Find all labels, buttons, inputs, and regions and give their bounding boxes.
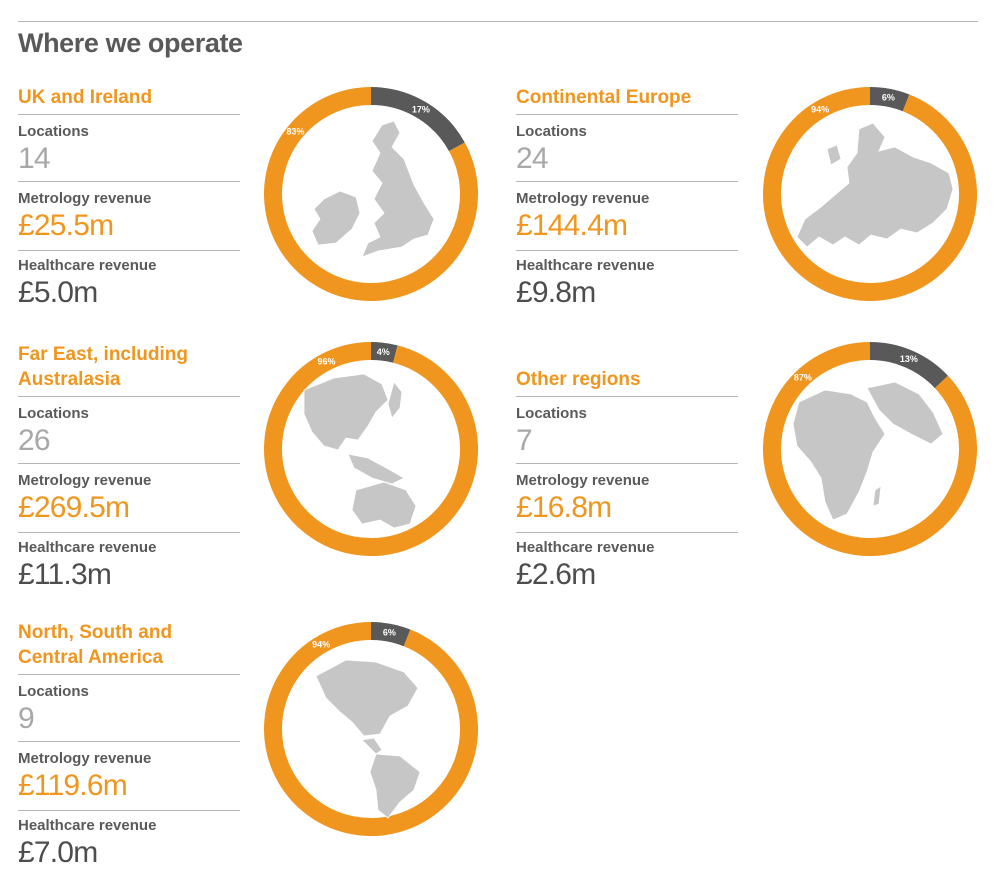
metrology-revenue-value: £25.5m	[18, 209, 114, 242]
donut-label-healthcare: 17%	[412, 105, 430, 115]
locations-value: 7	[516, 424, 533, 457]
healthcare-revenue-value: £11.3m	[18, 558, 112, 591]
region-title-line: Other regions	[516, 369, 641, 390]
locations-value: 26	[18, 424, 51, 457]
uk-ireland-map-icon	[311, 120, 435, 258]
europe-map-icon	[796, 122, 954, 248]
healthcare-revenue-label: Healthcare revenue	[18, 539, 157, 556]
region-title-line: Continental Europe	[516, 87, 692, 108]
region-title-line: UK and Ireland	[18, 87, 153, 108]
donut-slice-metrology	[264, 87, 478, 301]
region-title: Other regions	[516, 367, 738, 392]
healthcare-revenue-label: Healthcare revenue	[18, 257, 157, 274]
region-americas: North, South and Central America Locatio…	[18, 620, 240, 871]
healthcare-revenue-label: Healthcare revenue	[516, 257, 655, 274]
divider	[18, 114, 240, 115]
locations-label: Locations	[516, 123, 587, 140]
region-uk-ireland: UK and Ireland Locations 14 Metrology re…	[18, 85, 240, 311]
divider	[18, 810, 240, 811]
asia-pacific-map-icon	[303, 373, 417, 529]
divider	[516, 396, 738, 397]
divider	[18, 532, 240, 533]
donut-chart-continental-europe: 94% 6%	[763, 87, 977, 301]
healthcare-revenue-value: £2.6m	[516, 558, 596, 591]
donut-label-metrology: 94%	[811, 105, 829, 115]
divider	[18, 250, 240, 251]
donut-slice-healthcare	[869, 342, 948, 389]
healthcare-revenue-value: £9.8m	[516, 276, 596, 309]
region-continental-europe: Continental Europe Locations 24 Metrolog…	[516, 85, 738, 311]
donut-slice-metrology	[763, 342, 977, 556]
divider	[18, 181, 240, 182]
metrology-revenue-label: Metrology revenue	[18, 750, 152, 767]
donut-label-healthcare: 6%	[882, 93, 895, 103]
divider	[516, 532, 738, 533]
donut-slice-healthcare	[869, 87, 910, 112]
metrology-revenue-label: Metrology revenue	[18, 190, 152, 207]
locations-label: Locations	[18, 683, 89, 700]
divider	[18, 463, 240, 464]
metrology-revenue-value: £269.5m	[18, 491, 130, 524]
locations-label: Locations	[516, 405, 587, 422]
donut-label-metrology: 94%	[312, 640, 330, 650]
divider	[516, 463, 738, 464]
americas-map-icon	[315, 659, 421, 819]
region-title: Continental Europe	[516, 85, 738, 110]
donut-chart-other-regions: 87% 13%	[763, 342, 977, 556]
metrology-revenue-label: Metrology revenue	[516, 190, 650, 207]
donut-label-metrology: 87%	[794, 373, 812, 383]
locations-value: 14	[18, 142, 51, 175]
locations-label: Locations	[18, 123, 89, 140]
divider	[516, 114, 738, 115]
donut-chart-uk-ireland: 83% 17%	[264, 87, 478, 301]
donut-chart-americas: 94% 6%	[264, 622, 478, 836]
page-title: Where we operate	[18, 28, 243, 58]
divider	[18, 674, 240, 675]
region-title-line: North, South and	[18, 622, 173, 643]
healthcare-revenue-value: £5.0m	[18, 276, 98, 309]
region-far-east: Far East, including Australasia Location…	[18, 342, 240, 593]
donut-label-healthcare: 4%	[377, 347, 390, 357]
donut-slice-metrology	[763, 87, 977, 301]
region-title: UK and Ireland	[18, 85, 240, 110]
healthcare-revenue-value: £7.0m	[18, 836, 98, 869]
region-title-line: Central America	[18, 647, 164, 668]
donut-label-healthcare: 13%	[900, 354, 918, 364]
region-title-line: Australasia	[18, 369, 121, 390]
donut-slice-healthcare	[370, 87, 465, 152]
metrology-revenue-value: £16.8m	[516, 491, 612, 524]
region-title: Far East, including Australasia	[18, 342, 240, 392]
top-divider	[18, 21, 978, 22]
donut-slice-healthcare	[370, 342, 398, 363]
divider	[18, 396, 240, 397]
donut-label-metrology: 96%	[318, 357, 336, 367]
donut-slice-metrology	[264, 622, 478, 836]
divider	[18, 741, 240, 742]
divider	[516, 181, 738, 182]
healthcare-revenue-label: Healthcare revenue	[516, 539, 655, 556]
locations-value: 24	[516, 142, 549, 175]
metrology-revenue-label: Metrology revenue	[516, 472, 650, 489]
healthcare-revenue-label: Healthcare revenue	[18, 817, 157, 834]
metrology-revenue-label: Metrology revenue	[18, 472, 152, 489]
locations-label: Locations	[18, 405, 89, 422]
region-other-regions: Other regions Locations 7 Metrology reve…	[516, 367, 738, 593]
africa-middle-east-map-icon	[792, 381, 944, 521]
metrology-revenue-value: £144.4m	[516, 209, 628, 242]
region-title-line: Far East, including	[18, 344, 188, 365]
locations-value: 9	[18, 702, 35, 735]
donut-label-healthcare: 6%	[383, 628, 396, 638]
region-title: North, South and Central America	[18, 620, 240, 670]
divider	[516, 250, 738, 251]
donut-slice-metrology	[264, 342, 478, 556]
metrology-revenue-value: £119.6m	[18, 769, 128, 802]
donut-chart-far-east: 96% 4%	[264, 342, 478, 556]
donut-label-metrology: 83%	[286, 127, 304, 137]
donut-slice-healthcare	[370, 622, 411, 647]
